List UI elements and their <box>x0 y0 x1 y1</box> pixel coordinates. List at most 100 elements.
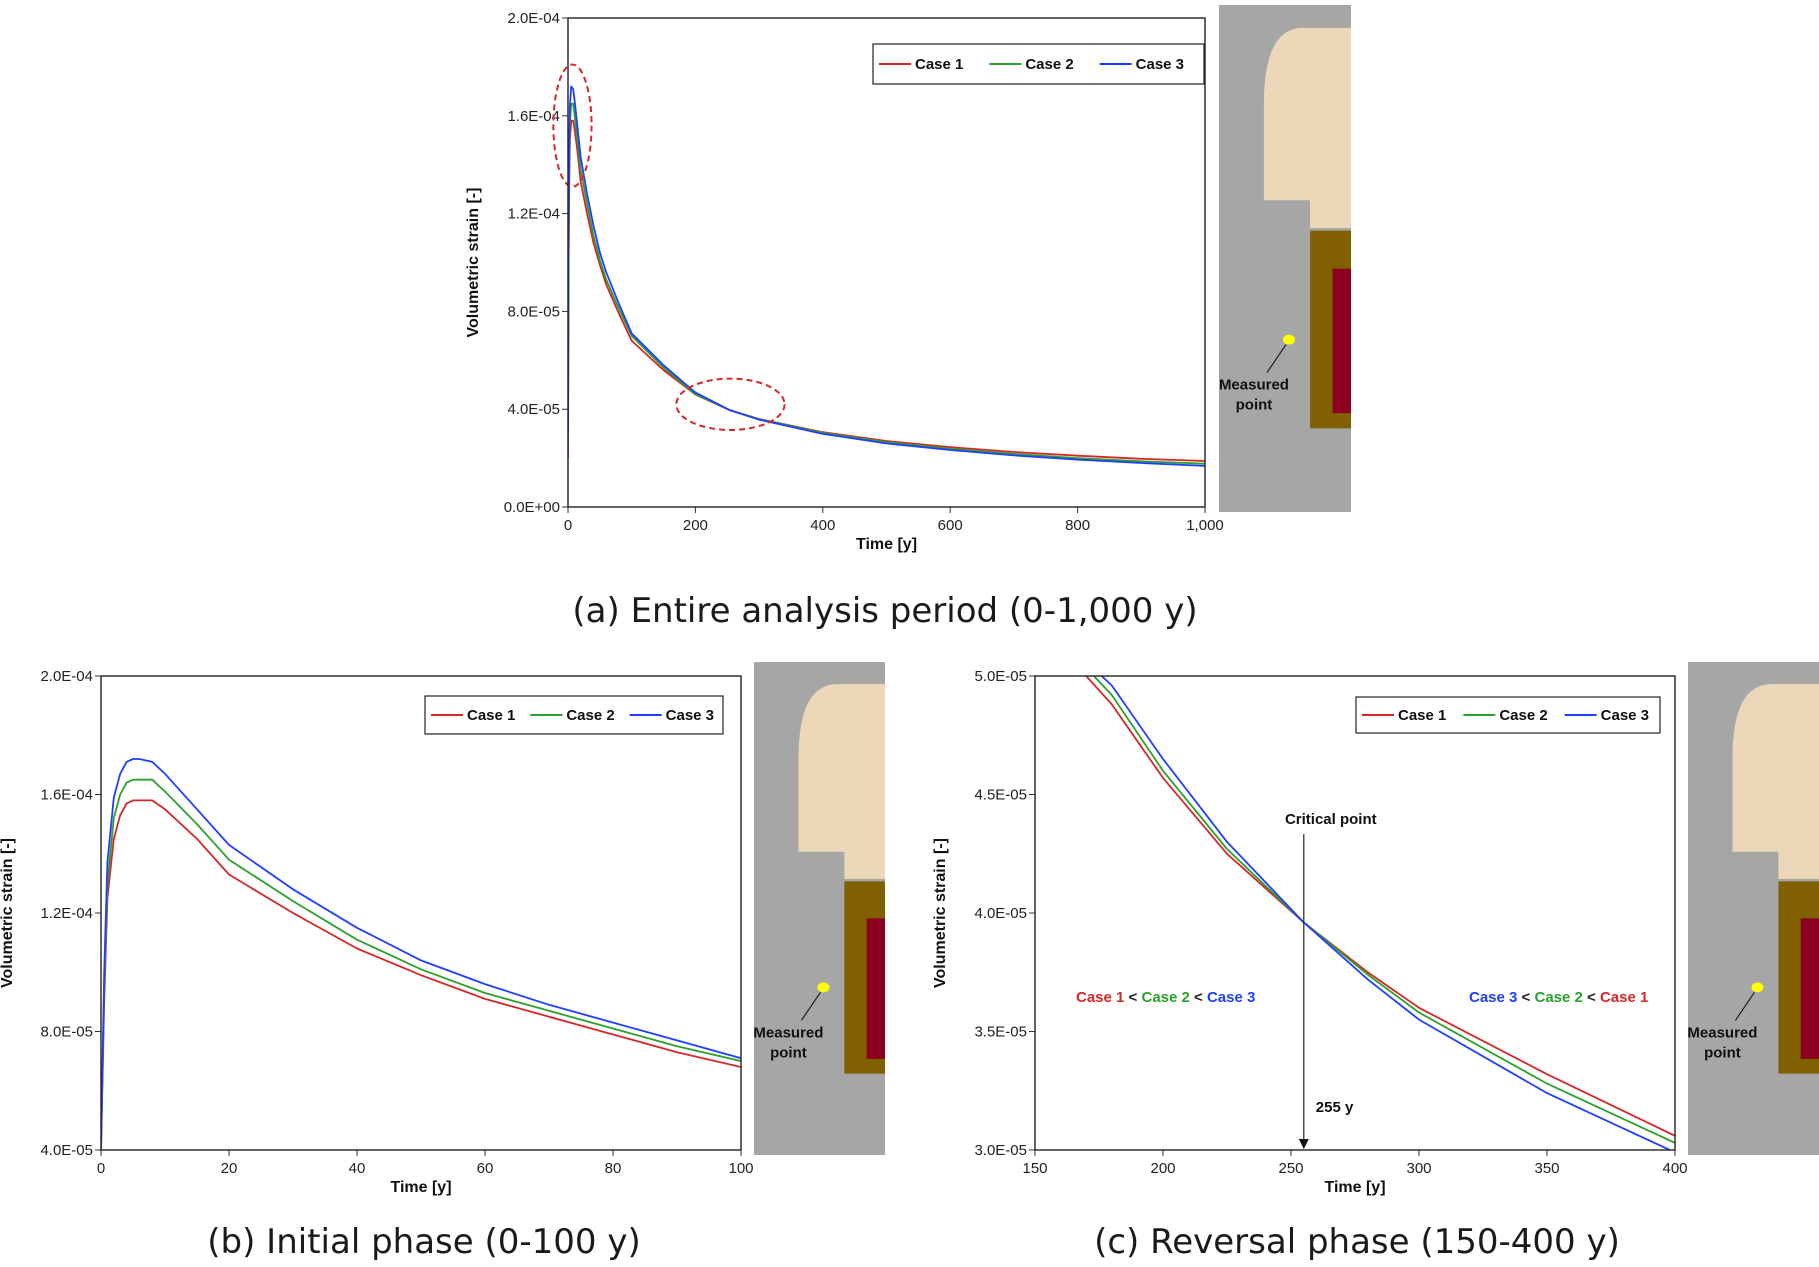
x-axis-label: Time [y] <box>1324 1179 1385 1196</box>
ordering-part: Case 3 <box>1207 989 1255 1006</box>
x-tick-label: 200 <box>683 517 708 534</box>
legend-label: Case 3 <box>666 707 714 724</box>
caption: (a) Entire analysis period (0-1,000 y) <box>572 591 1197 631</box>
schematic-c: Measured point <box>1687 662 1819 1155</box>
caption: (b) Initial phase (0-100 y) <box>207 1222 640 1262</box>
ordering-part: < <box>1190 989 1207 1006</box>
x-tick-label: 200 <box>1150 1160 1175 1177</box>
y-tick-label: 2.0E-04 <box>40 668 93 685</box>
ordering-part: Case 1 <box>1600 989 1648 1006</box>
highlight-ellipse <box>675 377 786 431</box>
buffer-block <box>798 684 885 879</box>
measured-point-marker <box>817 982 830 993</box>
measured-point-marker <box>1751 982 1764 993</box>
y-tick-label: 4.0E-05 <box>974 905 1027 922</box>
series-line-case-2 <box>101 778 741 1150</box>
y-tick-label: 1.6E-04 <box>40 787 93 804</box>
legend-label: Case 1 <box>1398 707 1446 724</box>
y-tick-label: 3.5E-05 <box>974 1024 1027 1041</box>
series-line-case-1 <box>101 799 741 1150</box>
measured-point-label: Measured <box>1219 377 1289 394</box>
y-axis-label: Volumetric strain [-] <box>0 838 16 988</box>
y-tick-label: 5.0E-05 <box>974 668 1027 685</box>
x-tick-label: 400 <box>1662 1160 1687 1177</box>
highlight-ellipse <box>552 63 593 188</box>
measured-point-label-2: point <box>770 1044 807 1061</box>
legend-label: Case 3 <box>1601 707 1649 724</box>
y-tick-label: 4.0E-05 <box>507 401 560 418</box>
y-tick-label: 8.0E-05 <box>40 1024 93 1041</box>
y-tick-label: 1.2E-04 <box>40 905 93 922</box>
measured-point-label: Measured <box>1687 1024 1757 1041</box>
measured-point-marker <box>1282 334 1295 345</box>
x-tick-label: 80 <box>605 1160 622 1177</box>
x-tick-label: 600 <box>938 517 963 534</box>
measured-point-leader <box>1266 344 1287 373</box>
critical-point-arrowhead <box>1298 1139 1309 1149</box>
ordering-right: Case 3 < Case 2 < Case 1 <box>1469 989 1648 1006</box>
x-tick-label: 350 <box>1534 1160 1559 1177</box>
y-tick-label: 4.0E-05 <box>40 1142 93 1159</box>
plot-frame <box>567 17 1206 508</box>
legend-label: Case 3 <box>1136 56 1184 73</box>
legend-box <box>424 695 724 735</box>
x-axis-label: Time [y] <box>856 536 917 553</box>
x-tick-label: 1,000 <box>1186 517 1224 534</box>
y-tick-label: 1.6E-04 <box>507 108 560 125</box>
x-tick-label: 20 <box>221 1160 238 1177</box>
ordering-part: Case 3 <box>1469 989 1517 1006</box>
ordering-part: Case 2 <box>1534 989 1582 1006</box>
ordering-left: Case 1 < Case 2 < Case 3 <box>1076 989 1255 1006</box>
ordering-part: < <box>1124 989 1141 1006</box>
series-line-case-3 <box>1100 676 1672 1150</box>
series-line-case-1 <box>568 119 1205 462</box>
series-line-case-2 <box>1093 676 1675 1144</box>
canister <box>866 918 885 1059</box>
buffer-block <box>1263 27 1351 229</box>
y-tick-label: 4.5E-05 <box>974 787 1027 804</box>
y-tick-label: 8.0E-05 <box>507 303 560 320</box>
canister <box>1332 268 1351 414</box>
legend-box <box>1355 696 1661 734</box>
series-line-case-3 <box>101 758 741 1150</box>
legend-box <box>872 43 1205 85</box>
schematic-a: Measured point <box>1219 5 1351 512</box>
x-tick-label: 40 <box>349 1160 366 1177</box>
y-tick-label: 3.0E-05 <box>974 1142 1027 1159</box>
x-tick-label: 150 <box>1022 1160 1047 1177</box>
schematic-b: Measured point <box>753 662 885 1155</box>
plot-frame <box>1034 675 1676 1151</box>
x-tick-label: 60 <box>477 1160 494 1177</box>
ordering-part: < <box>1517 989 1534 1006</box>
series-line-case-2 <box>568 102 1205 465</box>
y-tick-label: 0.0E+00 <box>504 499 560 516</box>
legend-label: Case 2 <box>566 707 614 724</box>
legend-label: Case 2 <box>1025 56 1073 73</box>
series-group <box>101 758 741 1150</box>
y-tick-label: 2.0E-04 <box>507 10 560 27</box>
legend-label: Case 1 <box>467 707 515 724</box>
x-tick-label: 800 <box>1065 517 1090 534</box>
ordering-part: < <box>1583 989 1600 1006</box>
plot-frame <box>100 675 742 1151</box>
critical-point-value: 255 y <box>1316 1099 1354 1116</box>
chart-a: 0 200 400 600 800 1,000 0.0E+00 4.0E-05 8.0E-05 1… <box>465 10 1224 631</box>
series-group <box>568 85 1205 467</box>
y-axis-label: Volumetric strain [-] <box>932 838 949 988</box>
x-tick-label: 0 <box>97 1160 105 1177</box>
measured-point-leader <box>1734 992 1755 1021</box>
measured-point-leader <box>800 992 821 1021</box>
x-tick-label: 300 <box>1406 1160 1431 1177</box>
ordering-part: Case 2 <box>1141 989 1189 1006</box>
x-tick-label: 250 <box>1278 1160 1303 1177</box>
x-axis-label: Time [y] <box>390 1179 451 1196</box>
canister <box>1800 918 1819 1059</box>
y-axis-label: Volumetric strain [-] <box>465 188 482 338</box>
critical-point-label: Critical point <box>1285 811 1377 828</box>
chart-b: 0 20 40 60 80 100 4.0E-05 8.0E-05 1.2E-04 1.6E-04… <box>0 668 754 1262</box>
y-tick-label: 1.2E-04 <box>507 206 560 223</box>
legend-label: Case 1 <box>915 56 963 73</box>
measured-point-label-2: point <box>1236 397 1273 414</box>
x-tick-label: 100 <box>728 1160 753 1177</box>
